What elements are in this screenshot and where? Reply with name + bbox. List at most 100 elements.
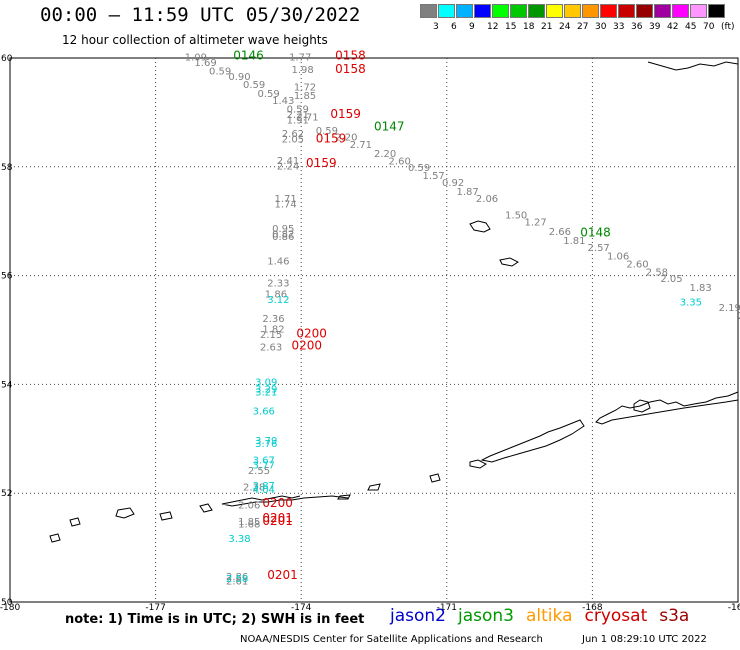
swh-point: 2.63 [260, 343, 282, 354]
color-scale-label: 15 [505, 22, 517, 32]
map-border [9, 57, 739, 603]
swh-point: 3.29 [255, 385, 277, 396]
swh-point: 2.58 [226, 574, 248, 585]
swh-point: 1.85 [238, 517, 260, 528]
swh-point: 3.35 [680, 298, 702, 309]
swh-point: 1.83 [689, 283, 711, 294]
swh-point: 3.12 [267, 295, 289, 306]
swh-point: 2.15 [260, 330, 282, 341]
color-swatch [582, 4, 599, 18]
lon-tick-label: -174 [291, 603, 312, 613]
swh-point: 0.59 [243, 80, 265, 91]
graticule-grid [10, 58, 738, 602]
swh-point: 2.71 [350, 140, 372, 151]
coast-aleutian-east [480, 419, 585, 463]
swh-point: 1.77 [289, 53, 311, 64]
coast-island-g [69, 517, 81, 527]
color-scale-label: 9 [469, 22, 475, 32]
swh-point: 2.60 [389, 157, 411, 168]
color-swatch [438, 4, 455, 18]
swh-point: 1.85 [294, 91, 316, 102]
pass-time-label: 0159 [330, 107, 361, 121]
swh-point: 4.04 [253, 485, 275, 496]
color-swatch [510, 4, 527, 18]
swh-point: 0.59 [408, 163, 430, 174]
swh-point: 3.79 [255, 436, 277, 447]
coast-aleutian-mid [469, 459, 487, 469]
swh-point: 0.95 [272, 224, 294, 235]
swh-point: 1.74 [275, 200, 297, 211]
swh-point: 1.86 [265, 289, 287, 300]
color-swatch [708, 4, 725, 18]
swh-point: 1.06 [607, 251, 629, 262]
color-swatch [528, 4, 545, 18]
swh-point: 1.46 [267, 257, 289, 268]
color-swatch [474, 4, 491, 18]
swh-point: 2.24 [277, 162, 299, 173]
coast-island-c [337, 494, 351, 500]
pass-time-label: 0201 [267, 568, 298, 582]
pass-time-label: 0158 [335, 62, 366, 76]
swh-point: 1.81 [563, 236, 585, 247]
color-scale-label: 12 [487, 22, 499, 32]
swh-point: 0.82 [272, 230, 294, 241]
lat-tick-label: 54 [1, 380, 13, 390]
swh-point: 1.57 [423, 171, 445, 182]
mission-label: s3a [659, 606, 690, 626]
swh-point: 1.68 [238, 519, 260, 530]
footer-note: note: 1) Time is in UTC; 2) SWH is in fe… [65, 612, 365, 627]
swh-point: 2.60 [626, 259, 648, 270]
swh-point: 0.59 [287, 104, 309, 115]
wave-height-points: 1.091.690.590.900.590.591.430.592.710.59… [185, 53, 740, 588]
color-swatch [600, 4, 617, 18]
coast-island-a [429, 473, 441, 483]
mission-label: cryosat [584, 606, 648, 626]
color-swatch [636, 4, 653, 18]
swh-point: 3.77 [253, 461, 275, 472]
color-scale-label: 36 [631, 22, 643, 32]
pass-time-label: 0201 [262, 514, 293, 528]
swh-point: 3.76 [255, 439, 277, 450]
color-swatch [564, 4, 581, 18]
swh-point: 2.66 [549, 227, 571, 238]
coast-peninsula [595, 391, 739, 425]
pass-time-label: 0146 [233, 49, 264, 63]
swh-point: 1.43 [272, 96, 294, 107]
swh-point: 2.55 [248, 466, 270, 477]
swh-point: 0.90 [228, 72, 250, 83]
swh-point: 2.06 [476, 194, 498, 205]
color-scale-label: 18 [523, 22, 535, 32]
swh-point: 2.06 [238, 500, 260, 511]
swh-point: 2.20 [335, 133, 357, 144]
color-swatch [546, 4, 563, 18]
swh-point: 1.50 [505, 210, 527, 221]
color-swatch [492, 4, 509, 18]
color-swatch [420, 4, 437, 18]
swh-point: 2.05 [660, 274, 682, 285]
swh-point: 2.19 [719, 303, 740, 314]
color-swatch [618, 4, 635, 18]
swh-point: 2.62 [282, 129, 304, 140]
swh-point: 2.05 [282, 134, 304, 145]
coastline [49, 61, 739, 543]
swh-point: 1.09 [185, 53, 207, 64]
coast-island-b [367, 483, 381, 491]
lat-tick-label: 50 [1, 598, 13, 608]
color-scale-label: 33 [613, 22, 625, 32]
swh-point: 2.20 [374, 149, 396, 160]
coast-mainland-north [647, 61, 739, 71]
lon-tick-label: -171 [437, 603, 457, 613]
mission-label: jason2 [390, 606, 446, 626]
swh-point: 1.27 [524, 218, 546, 229]
swh-point: 2.36 [262, 314, 284, 325]
swh-point: 0.59 [209, 66, 231, 77]
swh-point: 2.33 [267, 278, 289, 289]
color-scale-bar [420, 4, 726, 20]
swh-point: 2.57 [588, 243, 610, 254]
color-scale-label: 21 [541, 22, 553, 32]
swh-point: 3.38 [228, 534, 250, 545]
pass-time-label: 0159 [306, 156, 337, 170]
swh-point: 1.72 [294, 83, 316, 94]
lat-tick-label: 52 [1, 489, 12, 499]
chart-subtitle: 12 hour collection of altimeter wave hei… [62, 33, 328, 47]
